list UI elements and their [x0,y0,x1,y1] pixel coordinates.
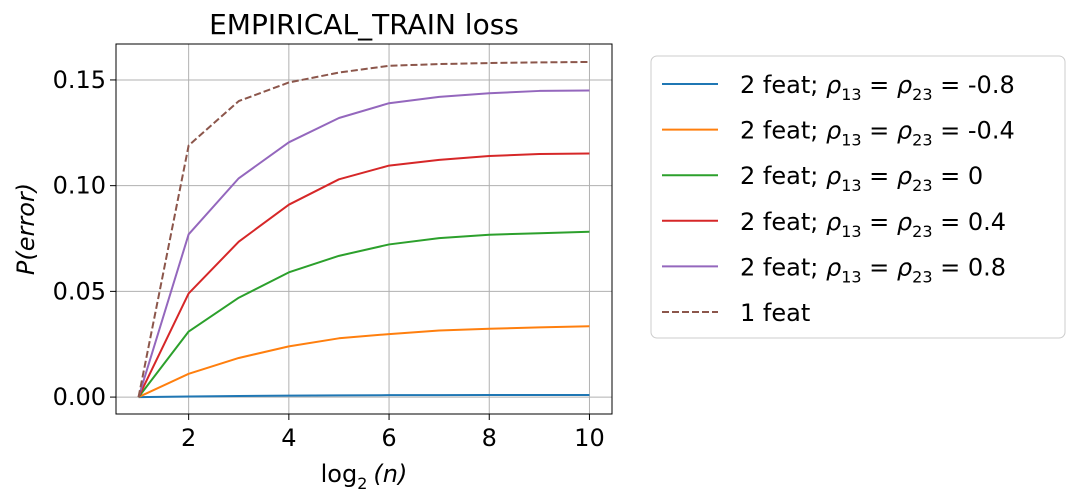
legend-rho: ρ [826,208,841,236]
series-line-4 [137,152,590,398]
legend-equals: = [862,117,897,145]
legend-item: 2 feat; ρ13 = ρ23 = 0 [662,162,983,195]
legend-rho: ρ [897,71,912,99]
legend-equals: = [862,253,897,281]
y-tick-label: 0.10 [53,172,106,200]
legend-subscript: 23 [912,85,932,104]
legend-label-prefix: 2 feat; [740,117,826,145]
y-axis-label: P(error) [12,183,40,275]
legend-value: 0 [968,162,983,190]
legend-equals: = [862,208,897,236]
legend-rho: ρ [897,162,912,190]
x-tick-label: 4 [281,424,296,452]
x-axis-label-suffix: (n) [373,460,407,488]
legend-equals: = [933,208,968,236]
legend-subscript: 23 [912,131,932,150]
legend-label-prefix: 1 feat [740,299,810,327]
plot-frame [115,43,613,415]
legend-value: -0.8 [968,71,1015,99]
legend-rho: ρ [897,208,912,236]
y-tick-label: 0.05 [53,277,106,305]
series-line-2 [138,325,590,398]
legend: 2 feat; ρ13 = ρ23 = -0.82 feat; ρ13 = ρ2… [650,55,1066,339]
legend-label: 2 feat; ρ13 = ρ23 = 0.4 [740,208,1006,241]
grid-lines [116,44,612,414]
legend-equals: = [933,117,968,145]
legend-subscript: 23 [912,176,932,195]
legend-item: 2 feat; ρ13 = ρ23 = -0.8 [662,71,1015,104]
series-line-1 [138,393,590,399]
legend-label-prefix: 2 feat; [740,71,826,99]
x-axis-label-subscript: 2 [357,474,367,493]
legend-frame [650,55,1066,339]
legend-subscript: 13 [841,267,861,286]
legend-rho: ρ [897,117,912,145]
legend-item: 2 feat; ρ13 = ρ23 = 0.8 [662,253,1006,286]
x-tick-label: 2 [181,424,196,452]
legend-equals: = [862,71,897,99]
legend-label-prefix: 2 feat; [740,162,826,190]
legend-subscript: 13 [841,131,861,150]
series-line-5 [137,89,590,398]
legend-label: 1 feat [740,299,810,327]
x-tick-label: 10 [574,424,605,452]
legend-item: 2 feat; ρ13 = ρ23 = -0.4 [662,117,1015,150]
legend-subscript: 23 [912,222,932,241]
legend-value: 0.8 [968,253,1006,281]
legend-rho: ρ [897,253,912,281]
legend-items: 2 feat; ρ13 = ρ23 = -0.82 feat; ρ13 = ρ2… [662,71,1015,327]
legend-label: 2 feat; ρ13 = ρ23 = 0.8 [740,253,1006,286]
y-tick-label: 0.15 [53,66,106,94]
x-axis-label: log2 (n) [321,460,408,493]
legend-subscript: 13 [841,85,861,104]
legend-equals: = [933,162,968,190]
axis-ticks: 2 4 6 8 10 0.00 0.05 0.10 0.15 [53,66,605,452]
legend-subscript: 13 [841,176,861,195]
legend-equals: = [933,71,968,99]
series-line-6 [137,60,590,398]
legend-item: 2 feat; ρ13 = ρ23 = 0.4 [662,208,1006,241]
legend-rho: ρ [826,71,841,99]
x-axis-label-prefix: log [321,460,358,488]
legend-label: 2 feat; ρ13 = ρ23 = 0 [740,162,983,195]
legend-subscript: 23 [912,267,932,286]
legend-value: 0.4 [968,208,1006,236]
legend-equals: = [933,253,968,281]
legend-value: -0.4 [968,117,1015,145]
legend-label: 2 feat; ρ13 = ρ23 = -0.4 [740,117,1015,150]
x-tick-label: 8 [482,424,497,452]
y-tick-label: 0.00 [53,383,106,411]
legend-rho: ρ [826,162,841,190]
series-lines [137,60,590,399]
legend-subscript: 13 [841,222,861,241]
x-tick-label: 6 [381,424,396,452]
series-line-3 [137,230,590,398]
legend-label-prefix: 2 feat; [740,208,826,236]
legend-rho: ρ [826,253,841,281]
legend-label-prefix: 2 feat; [740,253,826,281]
legend-label: 2 feat; ρ13 = ρ23 = -0.8 [740,71,1015,104]
chart-title: EMPIRICAL_TRAIN loss [209,8,519,41]
legend-item: 1 feat [662,299,810,327]
legend-equals: = [862,162,897,190]
legend-rho: ρ [826,117,841,145]
